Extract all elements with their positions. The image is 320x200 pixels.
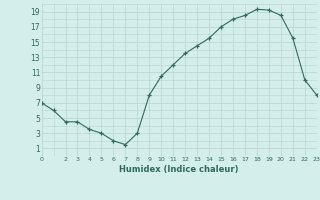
X-axis label: Humidex (Indice chaleur): Humidex (Indice chaleur) (119, 165, 239, 174)
